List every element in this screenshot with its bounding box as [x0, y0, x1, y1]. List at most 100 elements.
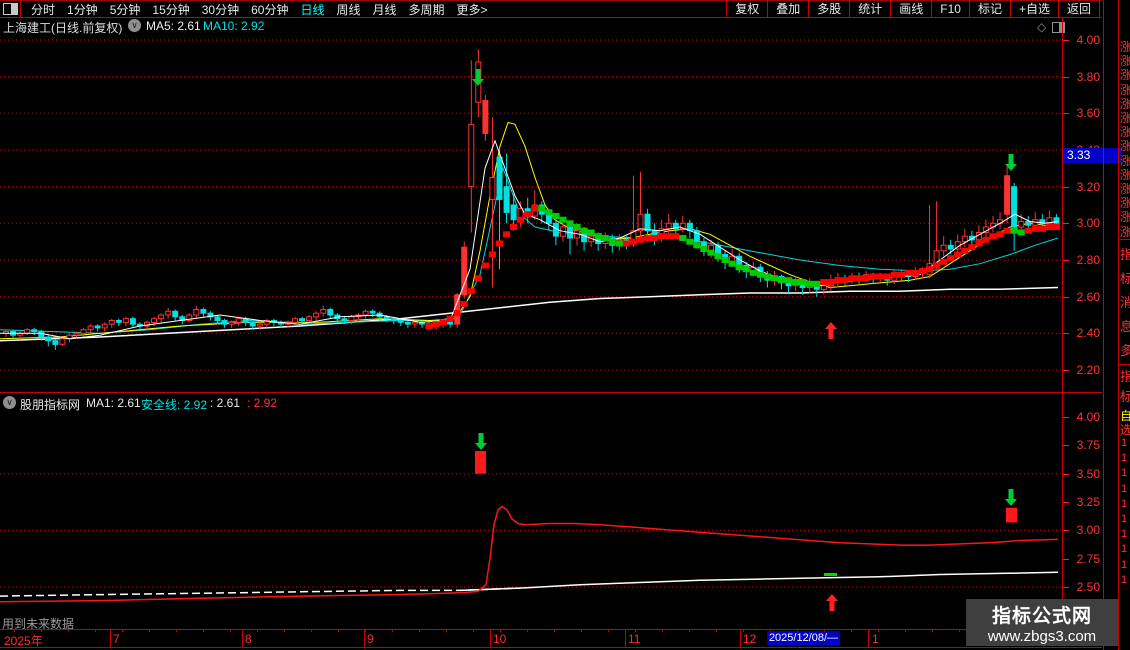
- price-tick-mark: [1063, 40, 1069, 41]
- date-axis[interactable]: 2025年 7 8 9 10 11 12 1 2025/12/08/—: [0, 629, 1102, 648]
- week-tick: [743, 629, 744, 632]
- price-tick-label: 2.20: [1076, 362, 1100, 377]
- price-tick-label: 3.00: [1076, 216, 1100, 231]
- tab-period-月线[interactable]: 月线: [372, 2, 397, 17]
- edge-separator: [1118, 239, 1130, 240]
- month-boundary: [868, 629, 869, 647]
- toolbar-button-复权[interactable]: 复权: [726, 0, 767, 17]
- date-axis-bottom-border: [0, 647, 1102, 648]
- toolbar-button-返回[interactable]: 返回: [1057, 0, 1100, 17]
- panel-toggle-icon[interactable]: [1052, 22, 1065, 33]
- indicator-ma1: MA1: 2.61: [86, 396, 141, 410]
- date-axis-top-border: [0, 629, 1102, 630]
- watermark: 指标公式网 www.zbgs3.com: [966, 599, 1118, 646]
- price-tick-mark: [1063, 445, 1069, 447]
- window-panel-icon[interactable]: [3, 3, 18, 15]
- week-tick: [176, 629, 177, 632]
- selected-date-tag: 2025/12/08/—: [767, 631, 840, 645]
- week-tick: [284, 629, 285, 632]
- price-tick-label: 3.80: [1076, 69, 1100, 84]
- month-boundary: [490, 629, 491, 647]
- week-tick: [95, 629, 96, 632]
- week-tick: [122, 629, 123, 632]
- price-tick-label: 2.75: [1076, 551, 1100, 566]
- toolbar-button-+自选[interactable]: +自选: [1009, 0, 1058, 17]
- tab-period-更多>[interactable]: 更多>: [456, 2, 488, 17]
- price-tick-mark: [1063, 296, 1069, 298]
- price-tick-label: 2.60: [1076, 289, 1100, 304]
- price-tick-mark: [1063, 186, 1069, 188]
- tab-period-日线[interactable]: 日线: [300, 2, 325, 17]
- pane-separator[interactable]: [0, 392, 1102, 393]
- price-tick-label: 2.50: [1076, 579, 1100, 594]
- week-tick: [41, 629, 42, 632]
- week-tick: [230, 629, 231, 632]
- indicator-value2: : 2.92: [247, 396, 278, 410]
- indicator-safeline: 安全线: 2.92: [141, 398, 208, 412]
- price-tick-mark: [1063, 76, 1069, 78]
- main-candlestick-chart[interactable]: [0, 35, 1062, 392]
- year-label: 2025年: [4, 634, 43, 648]
- toolbar-left-items: 分时 1分钟 5分钟 15分钟 30分钟 60分钟 日线 周线 月线 多周期 更多>: [25, 1, 494, 18]
- tab-period-15分钟[interactable]: 15分钟: [152, 2, 190, 17]
- tab-period-60分钟[interactable]: 60分钟: [251, 2, 289, 17]
- price-tick-mark: [1063, 558, 1069, 560]
- ma10-value: MA10: 2.92: [203, 19, 265, 33]
- ma5-value: MA5: 2.61: [146, 19, 201, 33]
- week-tick: [392, 629, 393, 632]
- tab-period-1分钟[interactable]: 1分钟: [67, 2, 98, 17]
- price-tick-label: 4.00: [1076, 33, 1100, 47]
- toolbar-button-多股[interactable]: 多股: [808, 0, 849, 17]
- price-tick-mark: [1063, 333, 1069, 335]
- month-label: 7: [113, 632, 120, 646]
- price-tick-mark: [1063, 501, 1069, 503]
- price-tick-label: 3.60: [1076, 106, 1100, 121]
- tab-period-分时[interactable]: 分时: [31, 2, 56, 17]
- tab-period-周线[interactable]: 周线: [336, 2, 361, 17]
- week-tick: [527, 629, 528, 632]
- toolbar-button-标记[interactable]: 标记: [968, 0, 1010, 17]
- week-tick: [905, 629, 906, 632]
- month-boundary: [364, 629, 365, 647]
- week-tick: [446, 629, 447, 632]
- indicator-chart[interactable]: [0, 413, 1062, 613]
- edge-tab-select[interactable]: 选: [1120, 423, 1130, 435]
- edge-tab-self[interactable]: 自: [1120, 409, 1130, 421]
- sell-signal-arrow-icon: [1005, 489, 1017, 506]
- toolbar-button-叠加[interactable]: 叠加: [767, 0, 808, 17]
- tab-period-多周期[interactable]: 多周期: [408, 2, 445, 17]
- chevron-down-icon[interactable]: ∨: [128, 19, 141, 32]
- month-boundary: [740, 629, 741, 647]
- diamond-icon[interactable]: ◇: [1037, 20, 1047, 34]
- sell-signal-arrow-icon: [475, 433, 487, 450]
- week-tick: [797, 629, 798, 632]
- edge-separator: [1118, 364, 1130, 365]
- chart-info-bar: 上海建工(日线.前复权) ∨ MA5: 2.61 MA10: 2.92 ◇: [0, 19, 1065, 35]
- chevron-down-icon[interactable]: ∨: [3, 396, 16, 409]
- toolbar-button-统计[interactable]: 统计: [849, 0, 890, 17]
- price-tick-label: 3.00: [1076, 523, 1100, 538]
- month-boundary: [242, 629, 243, 647]
- price-tick-label: 4.00: [1076, 410, 1100, 424]
- signal-bar: [1006, 507, 1017, 523]
- price-tick-label: 2.40: [1076, 326, 1100, 341]
- week-tick: [500, 629, 501, 632]
- week-tick: [14, 629, 15, 632]
- tab-period-5分钟[interactable]: 5分钟: [109, 2, 141, 17]
- month-label: 8: [245, 632, 252, 646]
- toolbar-button-F10[interactable]: F10: [931, 0, 969, 17]
- week-tick: [581, 629, 582, 632]
- price-tick-mark: [1063, 369, 1069, 371]
- indicator-source: 股朋指标网: [20, 398, 81, 412]
- price-tick-mark: [1063, 259, 1069, 261]
- week-tick: [770, 629, 771, 632]
- week-tick: [554, 629, 555, 632]
- month-label: 1: [872, 632, 879, 646]
- price-tick-mark: [1063, 530, 1069, 532]
- tab-period-30分钟[interactable]: 30分钟: [201, 2, 240, 17]
- month-label: 11: [628, 632, 641, 646]
- month-label: 12: [743, 632, 757, 646]
- toolbar-button-画线[interactable]: 画线: [890, 0, 931, 17]
- week-tick: [716, 629, 717, 632]
- week-tick: [608, 629, 609, 632]
